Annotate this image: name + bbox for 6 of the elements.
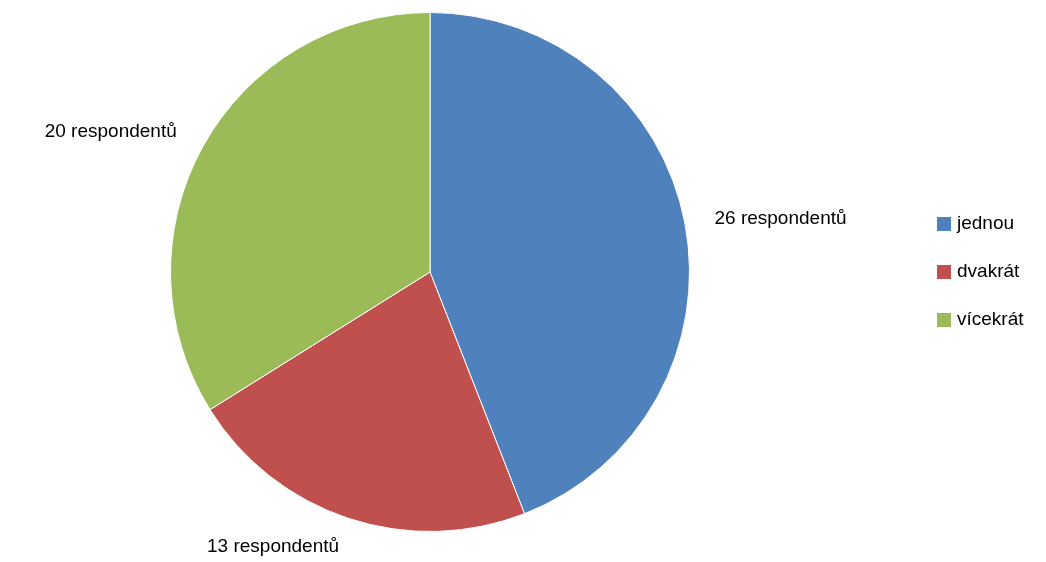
data-label: 26 respondentů <box>714 206 847 228</box>
data-label: 13 respondentů <box>207 535 340 557</box>
data-label: 20 respondentů <box>44 119 177 141</box>
legend-label: jednou <box>956 212 1015 234</box>
legend-label: dvakrát <box>957 260 1021 282</box>
legend-label: vícekrát <box>957 308 1025 330</box>
